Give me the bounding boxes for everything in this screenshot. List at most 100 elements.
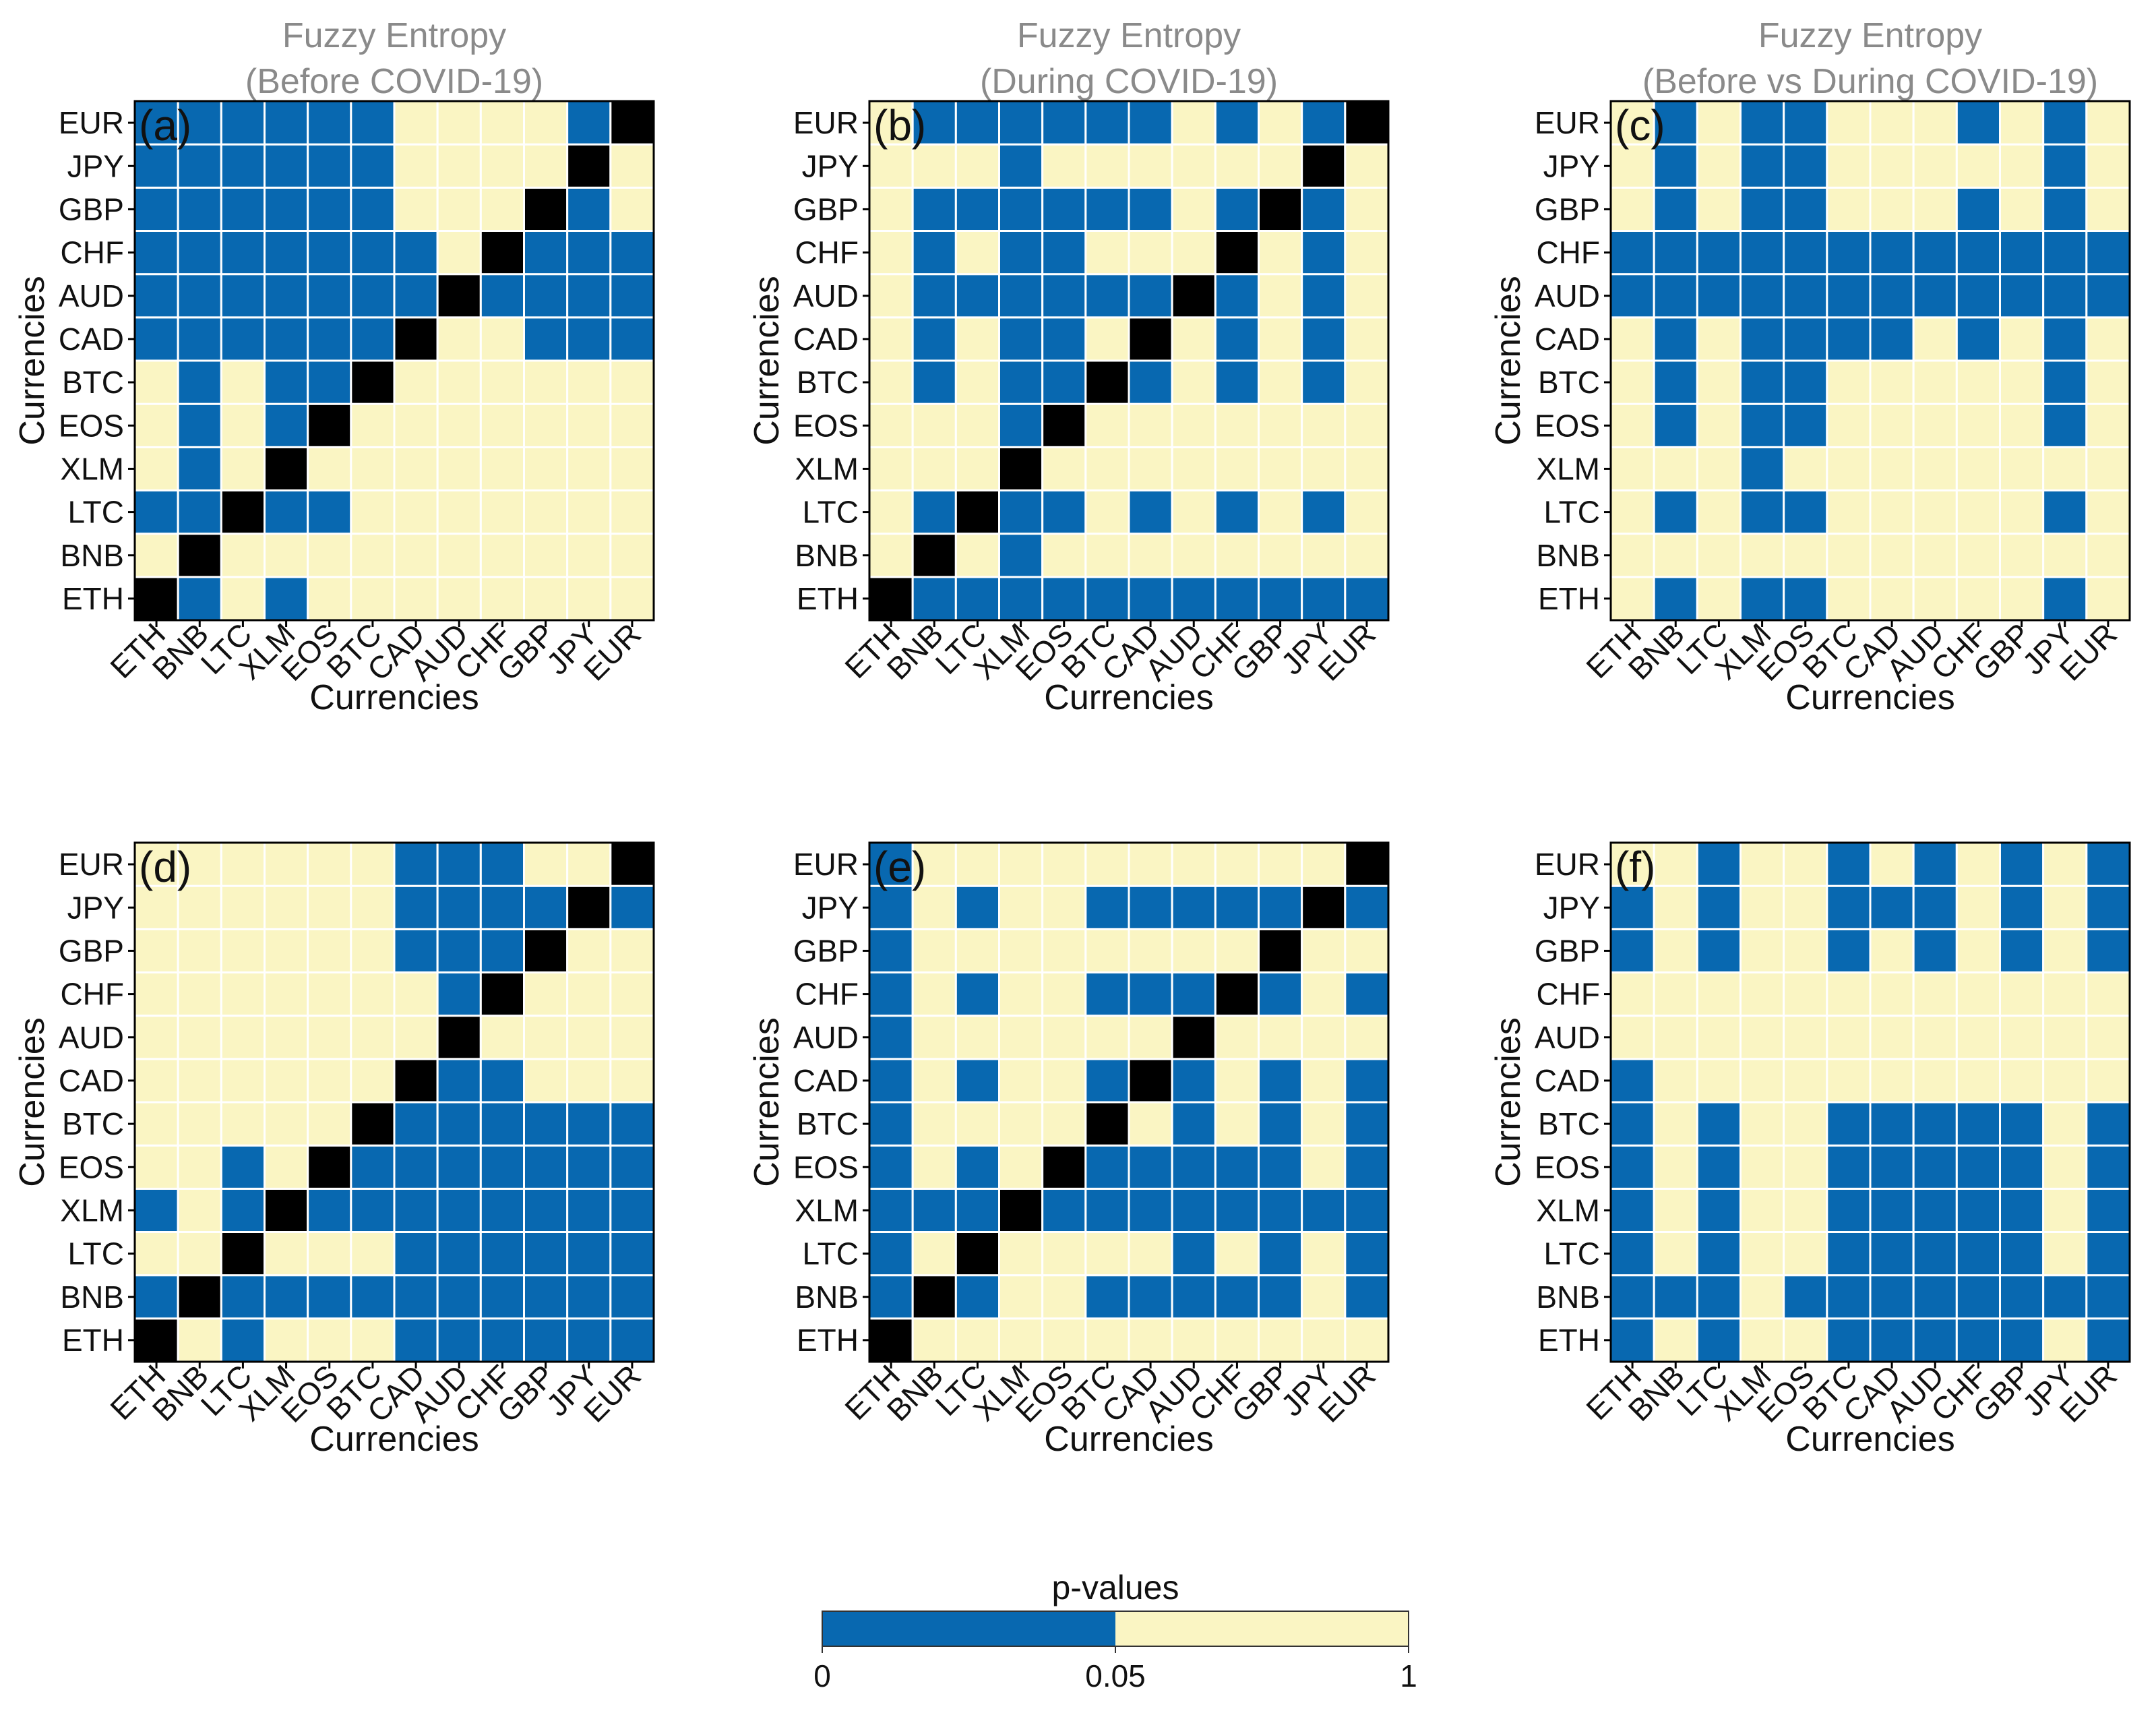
y-tick-label: BTC (797, 365, 859, 400)
heatmap-cell-significant (1609, 1187, 1655, 1234)
heatmap-cell-nonsignificant (1999, 143, 2045, 189)
heatmap-cell-significant (1999, 1317, 2045, 1363)
heatmap-cell-nonsignificant (868, 273, 914, 319)
heatmap-cell-nonsignificant (1783, 1231, 1828, 1277)
heatmap-cell-significant (1955, 186, 2001, 233)
heatmap-cell-nonsignificant (1301, 1274, 1347, 1320)
heatmap-cell-nonsignificant (1826, 533, 1872, 578)
heatmap-cell-significant (1653, 230, 1698, 276)
heatmap-cell-nonsignificant (868, 186, 914, 233)
heatmap-cell-nonsignificant (609, 402, 655, 448)
heatmap-cell-significant (393, 884, 439, 930)
heatmap-cell-significant (1344, 971, 1390, 1017)
heatmap-cell-nonsignificant (911, 884, 957, 930)
heatmap-cell-nonsignificant (220, 1015, 266, 1060)
heatmap-cell-nonsignificant (393, 100, 439, 146)
y-tick-label: JPY (802, 148, 859, 183)
heatmap-cell-significant (566, 1231, 612, 1277)
heatmap-cell-nonsignificant (609, 576, 655, 622)
heatmap-cell-nonsignificant (1171, 928, 1216, 974)
heatmap-cell-nonsignificant (479, 402, 525, 448)
heatmap-cell-significant (393, 1274, 439, 1320)
heatmap-cell-significant (1783, 576, 1828, 622)
heatmap-cell-nonsignificant (1869, 402, 1915, 448)
heatmap-cell-nonsignificant (1783, 928, 1828, 974)
heatmap-cell-significant (1214, 100, 1260, 146)
heatmap-cell-nonsignificant (2042, 971, 2088, 1017)
heatmap-cell-nonsignificant (954, 402, 1001, 448)
heatmap-cell-nonsignificant (1171, 143, 1216, 189)
heatmap-cell-significant (264, 489, 309, 535)
heatmap-cell-nonsignificant (911, 402, 957, 448)
heatmap-cell-nonsignificant (177, 1231, 222, 1277)
heatmap-cell-nonsignificant (133, 402, 179, 448)
heatmap-cell-significant (1739, 100, 1785, 146)
heatmap-cell-nonsignificant (1999, 316, 2045, 362)
heatmap-cell-nonsignificant (1999, 576, 2045, 622)
y-tick-label: BTC (62, 1106, 124, 1141)
heatmap-cell-nonsignificant (1344, 316, 1390, 362)
heatmap-cell-diagonal (1171, 1015, 1216, 1060)
heatmap-cell-nonsignificant (133, 1101, 179, 1147)
y-tick-label: EUR (1535, 847, 1600, 882)
heatmap-cell-significant (523, 230, 569, 276)
y-tick-label: CAD (793, 322, 859, 357)
heatmap-cell-nonsignificant (1084, 1231, 1130, 1277)
y-tick-label: EOS (1535, 408, 1600, 443)
y-tick-label: GBP (59, 191, 124, 227)
heatmap-cell-significant (1912, 841, 1958, 887)
heatmap-cell-nonsignificant (954, 1317, 1001, 1363)
heatmap-cell-significant (350, 230, 396, 276)
heatmap-cell-nonsignificant (1955, 489, 2001, 535)
heatmap-cell-significant (1912, 273, 1958, 319)
heatmap-cell-nonsignificant (609, 359, 655, 405)
heatmap-cell-significant (1609, 884, 1655, 930)
heatmap-cell-nonsignificant (436, 316, 482, 362)
heatmap-cell-significant (1609, 273, 1655, 319)
heatmap-cell-nonsignificant (1955, 971, 2001, 1017)
heatmap-cell-nonsignificant (523, 841, 569, 887)
heatmap-cell-significant (1955, 316, 2001, 362)
heatmap-cell-nonsignificant (868, 533, 914, 578)
heatmap-cell-nonsignificant (1041, 1058, 1087, 1104)
heatmap-cell-diagonal (566, 884, 612, 930)
heatmap-cell-nonsignificant (1912, 533, 1958, 578)
heatmap-cell-nonsignificant (1869, 186, 1915, 233)
heatmap-cell-significant (479, 1231, 525, 1277)
heatmap-cell-significant (1912, 928, 1958, 974)
heatmap-cell-significant (350, 186, 396, 233)
heatmap-cell-significant (954, 1187, 1001, 1234)
heatmap-cell-significant (998, 230, 1044, 276)
heatmap-cell-significant (1869, 1274, 1915, 1320)
heatmap-cell-nonsignificant (2085, 576, 2131, 622)
heatmap-cell-significant (1739, 143, 1785, 189)
heatmap-cell-nonsignificant (393, 1015, 439, 1060)
heatmap-cell-significant (350, 143, 396, 189)
heatmap-cell-diagonal (177, 533, 222, 578)
heatmap-cell-significant (1258, 971, 1303, 1017)
heatmap-cell-nonsignificant (1258, 402, 1303, 448)
heatmap-cell-significant (307, 230, 352, 276)
y-tick-label: ETH (797, 581, 859, 616)
heatmap-cell-significant (479, 1058, 525, 1104)
heatmap-cell-significant (2042, 576, 2088, 622)
heatmap-cell-nonsignificant (523, 143, 569, 189)
heatmap-cell-significant (1214, 359, 1260, 405)
heatmap-cell-nonsignificant (1912, 402, 1958, 448)
heatmap-cell-significant (1344, 1274, 1390, 1320)
heatmap-cell-nonsignificant (523, 100, 569, 146)
y-axis-label: Currencies (747, 276, 787, 445)
heatmap-cell-significant (393, 1317, 439, 1363)
legend-swatch-high (1115, 1611, 1409, 1646)
heatmap-cell-significant (1084, 1274, 1130, 1320)
heatmap-cell-significant (133, 316, 179, 362)
heatmap-cell-nonsignificant (220, 971, 266, 1017)
heatmap-cell-nonsignificant (350, 489, 396, 535)
heatmap-cell-nonsignificant (1214, 1058, 1260, 1104)
panel-tag: (c) (1615, 101, 1665, 150)
heatmap-cell-significant (1783, 143, 1828, 189)
heatmap-cell-nonsignificant (1739, 884, 1785, 930)
heatmap-cell-nonsignificant (1609, 359, 1655, 405)
heatmap-cell-nonsignificant (1609, 576, 1655, 622)
